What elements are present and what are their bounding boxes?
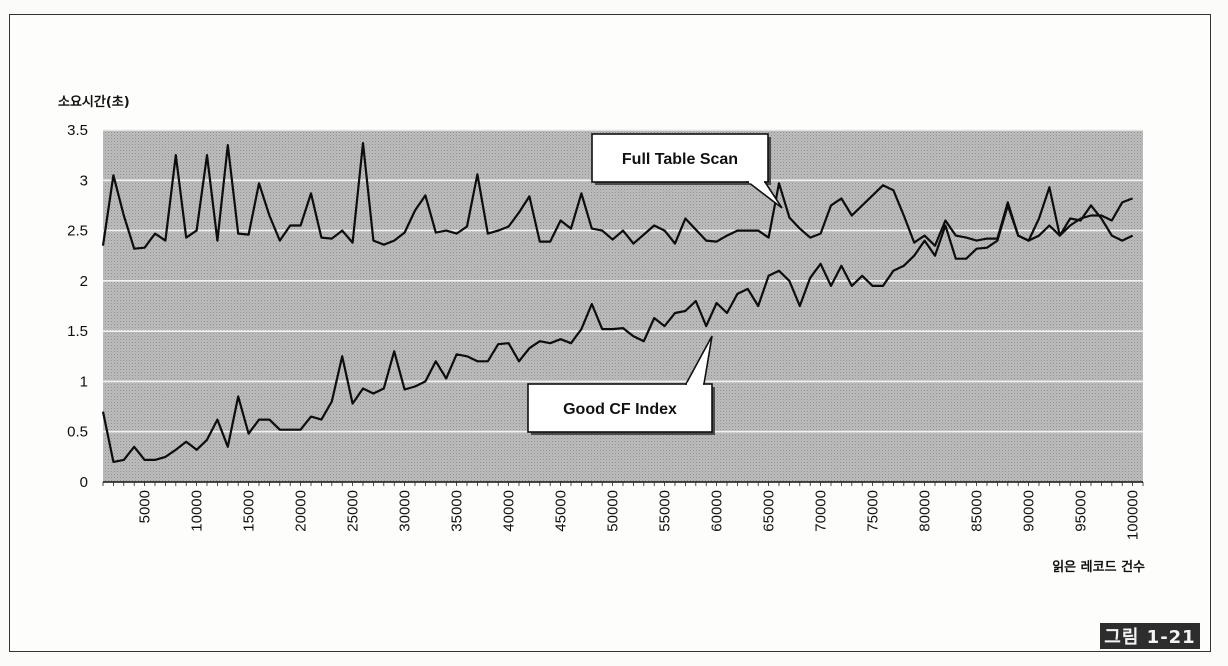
x-tick-label: 65000 <box>761 490 778 532</box>
y-tick-label: 3 <box>80 172 88 189</box>
y-tick-label: 2.5 <box>67 223 88 240</box>
x-axis-ticks: 5000 10000 15000 20000 25000 30000 35000 40000 4… <box>137 490 1142 540</box>
callout-2: Good CF Index <box>527 335 715 435</box>
series-line-1 <box>101 142 1134 250</box>
y-axis-title: 소요시간(초) <box>58 94 130 110</box>
x-tick-label: 85000 <box>969 490 986 532</box>
x-tick-label: 40000 <box>501 490 518 532</box>
callout-1: Full Table Scan <box>591 133 783 209</box>
x-tick-label: 35000 <box>449 490 466 532</box>
y-tick-label: 3.5 <box>67 122 88 139</box>
x-tick-label: 20000 <box>293 490 310 532</box>
series-line-2 <box>101 197 1133 463</box>
x-tick-label: 50000 <box>605 490 622 532</box>
x-axis-title: 읽은 레코드 건수 <box>1052 559 1145 575</box>
callout-label: Good CF Index <box>563 401 677 418</box>
x-tick-label: 5000 <box>137 490 154 523</box>
x-tick-label: 55000 <box>657 490 674 532</box>
series-lines <box>101 142 1134 463</box>
figure-number-badge: 그림 1-21 <box>1100 623 1200 649</box>
y-tick-label: 1.5 <box>67 323 88 340</box>
y-tick-label: 2 <box>80 273 88 290</box>
x-tick-label: 25000 <box>345 490 362 532</box>
x-tick-label: 75000 <box>865 490 882 532</box>
x-tick-label: 90000 <box>1021 490 1038 532</box>
y-tick-label: 0 <box>80 474 88 491</box>
x-tick-label: 100000 <box>1125 490 1142 540</box>
x-tick-label: 30000 <box>397 490 414 532</box>
x-tick-label: 45000 <box>553 490 570 532</box>
x-tick-label: 60000 <box>709 490 726 532</box>
y-tick-label: 0.5 <box>67 424 88 441</box>
x-tick-label: 15000 <box>241 490 258 532</box>
callout-label: Full Table Scan <box>622 151 738 168</box>
x-tick-label: 95000 <box>1073 490 1090 532</box>
y-tick-label: 1 <box>80 373 88 390</box>
x-tick-label: 80000 <box>917 490 934 532</box>
callouts: Full Table Scan Good CF Index <box>527 133 783 435</box>
y-axis-ticks: 0 0.5 1 1.5 2 2.5 3 3.5 <box>67 122 88 491</box>
x-tick-label: 70000 <box>813 490 830 532</box>
x-tick-label: 10000 <box>189 490 206 532</box>
